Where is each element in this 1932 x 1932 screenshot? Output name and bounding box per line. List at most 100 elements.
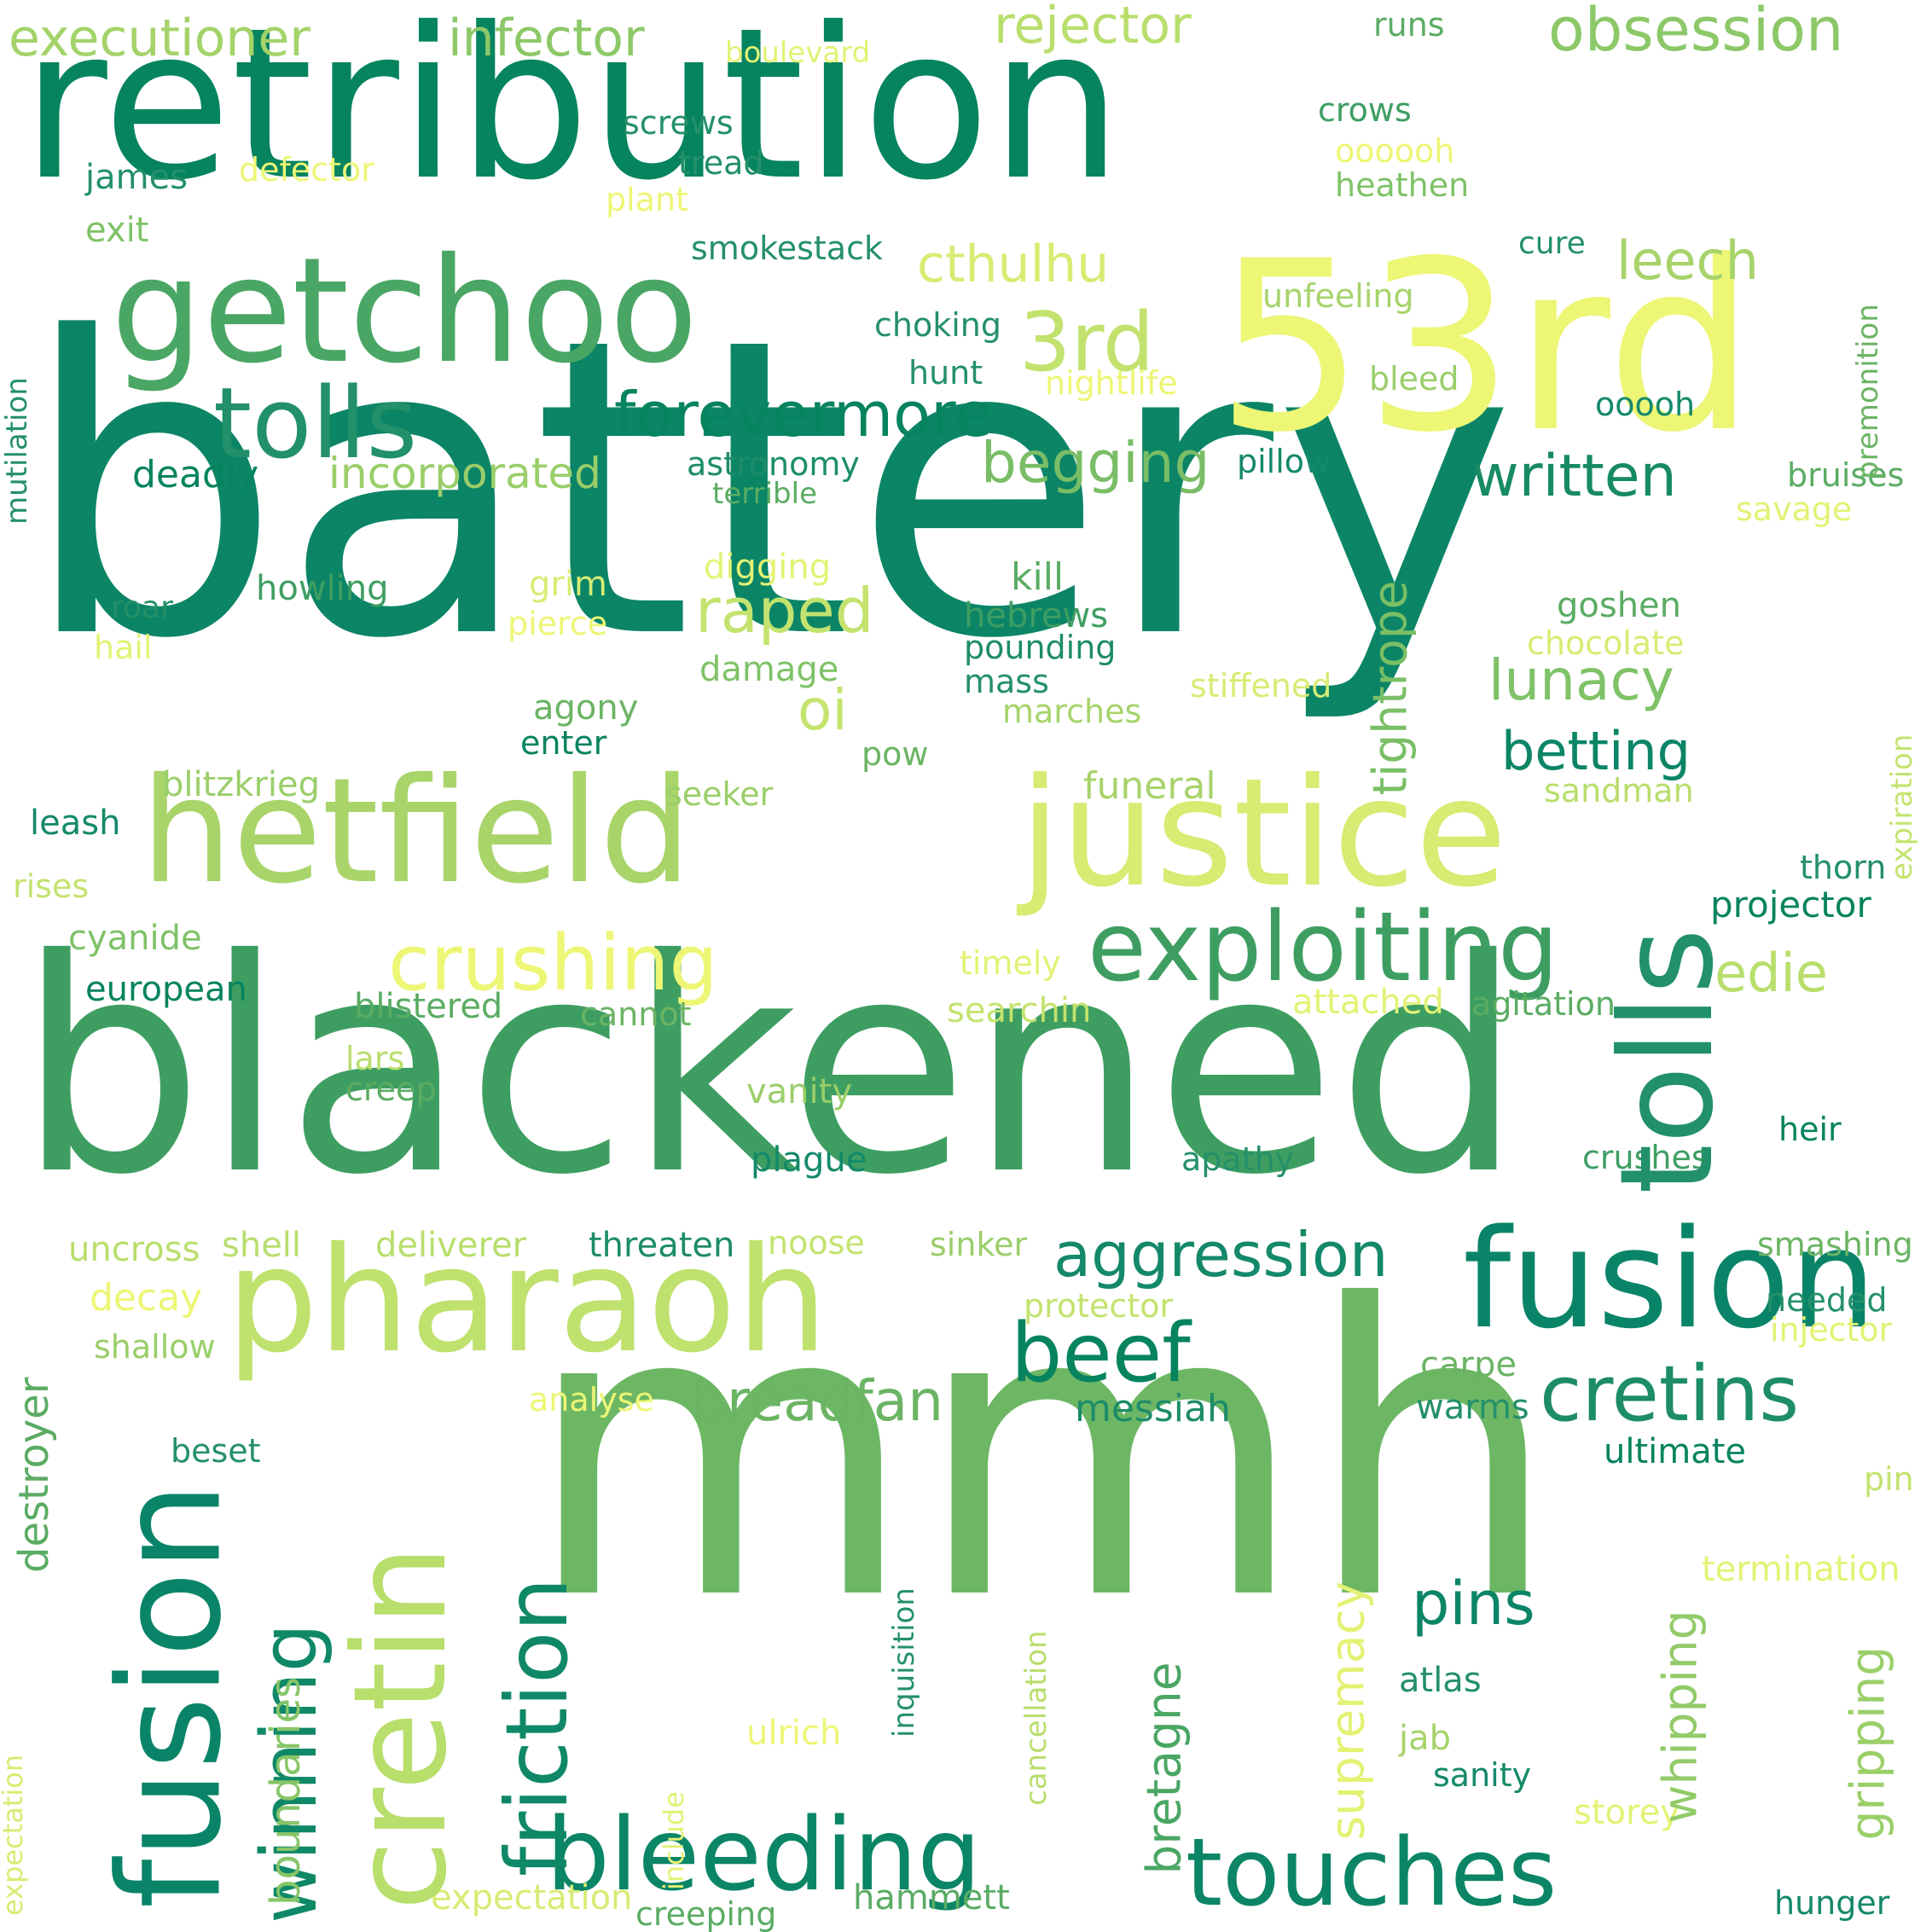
word-oi: oi <box>798 677 848 743</box>
word-creep: creep <box>345 1070 437 1108</box>
word-edie: edie <box>1714 942 1828 1004</box>
word-mutilation: mutilation <box>0 377 34 525</box>
word-jab: ulrich <box>746 1714 842 1753</box>
word-creeping: expectation <box>431 1878 633 1917</box>
word-getchoo: getchoo <box>111 227 699 396</box>
word-vanity: vanity <box>746 1072 853 1111</box>
word-executioner: executioner <box>9 9 310 68</box>
word-seeker: seeker <box>665 775 774 813</box>
word-beset: beset <box>171 1432 261 1470</box>
word-noose: noose <box>768 1224 865 1262</box>
word-tread: tread <box>678 144 764 182</box>
word-ooooh: ooooh <box>1595 386 1696 423</box>
word-blitzkrieg: blitzkrieg <box>162 765 321 804</box>
word-timely: timely <box>960 944 1061 982</box>
word-hail: hail <box>94 629 153 666</box>
word-runs: runs <box>1373 6 1445 44</box>
word-mmh: mmh <box>525 1221 1560 1687</box>
word-roo: fusion <box>1463 1199 1877 1359</box>
word-premonition: premonition <box>1851 304 1885 479</box>
word-cancellation: cancellation <box>1019 1630 1053 1806</box>
word-cretins: cretins <box>1540 1349 1800 1439</box>
word-neath: hunger <box>1774 1884 1890 1922</box>
word-shell: shell <box>222 1226 302 1265</box>
word-crushing: crushing <box>388 919 718 1008</box>
word-battery: battery <box>21 252 1516 728</box>
word-inquisition: inquisition <box>887 1587 921 1738</box>
word-roar: roar <box>111 590 173 625</box>
word-pow: pow <box>862 735 929 773</box>
word-hunger: hammett <box>853 1878 1010 1917</box>
word-james: james <box>85 158 189 197</box>
word-obsession: obsession <box>1548 0 1844 65</box>
word-defector: defector <box>239 151 374 189</box>
word-warms: warms <box>1416 1388 1529 1427</box>
word-apathy: apathy <box>1181 1140 1295 1178</box>
word-sandman: sandman <box>1544 772 1694 809</box>
word-leech: leech <box>1616 229 1759 292</box>
word-aggression: aggression <box>1053 1219 1389 1291</box>
word-pierce: pierce <box>508 605 608 642</box>
word-forevermore: forevermore <box>614 379 993 450</box>
word-oooooh: oooooh <box>1335 132 1455 170</box>
word-touches: touches <box>1186 1818 1558 1927</box>
word-agony: agony <box>533 688 639 728</box>
word-expiration: expiration <box>1885 734 1919 880</box>
word-pillow: pillow <box>1237 443 1332 480</box>
word-atlas: termination <box>1702 1550 1900 1589</box>
word-agitation: agitation <box>1471 985 1616 1023</box>
word-grim: grim <box>529 565 607 604</box>
word-storey: sanity <box>1433 1756 1532 1794</box>
word-leash: leash <box>30 804 121 843</box>
word-bleed: bleed <box>1369 360 1459 397</box>
word-enter: enter <box>520 724 607 762</box>
word-hetfield: hetfield <box>141 747 692 916</box>
word-destroyer: destroyer <box>10 1377 58 1573</box>
word-lunacy: lunacy <box>1488 647 1674 713</box>
word-heir: heir <box>1778 1111 1842 1148</box>
word-betting: betting <box>1501 720 1691 782</box>
word-uncross: uncross <box>68 1230 200 1269</box>
word-threaten: threaten <box>589 1226 735 1265</box>
word-heathen: heathen <box>1335 166 1470 204</box>
word-supremacy: supremacy <box>1320 1581 1375 1841</box>
word-breadfan: breadfan <box>691 1368 944 1434</box>
word-searchin: searchin <box>947 991 1092 1030</box>
word-smokestack: smokestack <box>691 229 883 267</box>
word-expectation: expectation <box>0 1754 29 1916</box>
word-cretin: cretin <box>327 1545 475 1911</box>
word-analyse: analyse <box>529 1381 654 1419</box>
word-tightrope: tightrope <box>1362 580 1418 796</box>
word-hebrews: hebrews <box>964 596 1109 635</box>
word-tolls: tolls <box>1593 927 1742 1194</box>
word-carpe: carpe <box>1420 1345 1517 1384</box>
word-cthulhu: cthulhu <box>917 235 1110 294</box>
word-messiah: messiah <box>1075 1387 1231 1430</box>
word-raped: raped <box>695 575 874 647</box>
word-blistered: blistered <box>354 987 503 1026</box>
word-chocolate: chocolate <box>1527 624 1685 662</box>
word-cure: cure <box>1518 226 1586 261</box>
word-53rd: 53rd <box>1215 211 1755 484</box>
word-crows: crows <box>1318 91 1412 129</box>
word-cannot: cannot <box>580 995 692 1033</box>
word-beef: beef <box>1011 1307 1191 1401</box>
word-pharaoh: pharaoh <box>226 1216 828 1385</box>
word-screws: screws <box>623 104 734 142</box>
word-bruises: bruises <box>1787 456 1905 494</box>
word-written: written <box>1471 443 1677 510</box>
word-hammett: creeping <box>635 1895 777 1932</box>
word-nightlife: nightlife <box>1045 364 1178 402</box>
word-astronomy: astronomy <box>687 445 860 483</box>
word-lars: lars <box>345 1040 405 1077</box>
word-pin: pin <box>1864 1460 1914 1498</box>
word-smashing: smashing <box>1757 1226 1913 1263</box>
word-mass: mass <box>964 663 1049 700</box>
word-choking: choking <box>874 306 1001 344</box>
word-whipping: whipping <box>1652 1610 1708 1824</box>
word-gripping: gripping <box>1840 1645 1895 1841</box>
word-damage: damage <box>699 650 839 689</box>
word-funeral: funeral <box>1083 764 1216 808</box>
word-sinker: sinker <box>930 1226 1028 1263</box>
word-protector: protector <box>1024 1287 1174 1325</box>
